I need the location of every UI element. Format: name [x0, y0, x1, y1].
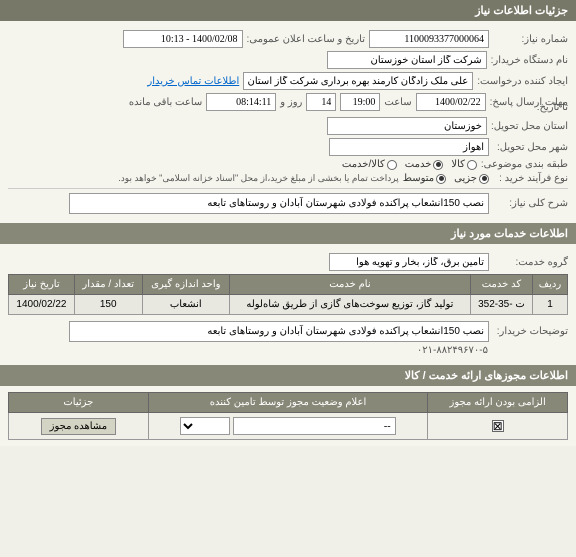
cell-row: 1	[532, 295, 567, 315]
buyer-note-label: توضیحات خریدار:	[493, 326, 568, 337]
group-input[interactable]	[329, 253, 489, 271]
desc-box: نصب 150انشعاب پراکنده فولادی شهرستان آبا…	[69, 193, 489, 214]
contact-link[interactable]: اطلاعات تماس خریدار	[147, 76, 239, 87]
col-qty: تعداد / مقدار	[74, 275, 142, 295]
header-title: جزئیات اطلاعات نیاز	[475, 5, 568, 17]
time-label: ساعت	[384, 97, 411, 108]
permit-required-checkbox[interactable]	[492, 420, 504, 432]
desc-label: شرح کلی نیاز:	[493, 198, 568, 209]
city-label: شهر محل تحویل:	[493, 142, 568, 153]
permit-details-cell: مشاهده مجوز	[9, 413, 149, 440]
pcol-status: اعلام وضعیت مجوز توسط تامین کننده	[148, 393, 428, 413]
col-code: کد خدمت	[470, 275, 532, 295]
cell-qty: 150	[74, 295, 142, 315]
proc-medium-radio[interactable]	[436, 174, 446, 184]
permit-status-select[interactable]	[180, 417, 230, 435]
proc-small-label: جزیی	[454, 173, 477, 184]
deadline-time-input[interactable]	[340, 93, 380, 111]
permit-required-cell	[428, 413, 568, 440]
city-input[interactable]	[329, 138, 489, 156]
buyer-input[interactable]	[327, 51, 487, 69]
creator-input[interactable]	[243, 72, 473, 90]
view-permit-button[interactable]: مشاهده مجوز	[41, 418, 116, 435]
cat-both-radio[interactable]	[387, 160, 397, 170]
day-label: روز و	[280, 97, 302, 108]
countdown-input[interactable]	[206, 93, 276, 111]
cell-date: 1400/02/22	[9, 295, 75, 315]
permits-table: الزامی بودن ارائه مجوز اعلام وضعیت مجوز …	[8, 392, 568, 440]
col-row: ردیف	[532, 275, 567, 295]
cat-all-label: کالا	[451, 159, 465, 170]
from-label: تا تاریخ:	[493, 102, 568, 113]
process-radio-group: جزیی متوسط	[403, 173, 489, 184]
proc-small-radio[interactable]	[479, 174, 489, 184]
permits-title: اطلاعات مجوزهای ارائه خدمت / کالا	[405, 370, 568, 382]
province-label: استان محل تحویل:	[491, 121, 568, 132]
province-input[interactable]	[327, 117, 487, 135]
permits-header: اطلاعات مجوزهای ارائه خدمت / کالا	[0, 365, 576, 386]
remain-label: ساعت باقی مانده	[129, 97, 202, 108]
permits-section: الزامی بودن ارائه مجوز اعلام وضعیت مجوز …	[0, 386, 576, 446]
permit-row: مشاهده مجوز	[9, 413, 568, 440]
cat-service-radio[interactable]	[433, 160, 443, 170]
cat-both-label: کالا/خدمت	[342, 159, 385, 170]
pcol-required: الزامی بودن ارائه مجوز	[428, 393, 568, 413]
services-table: ردیف کد خدمت نام خدمت واحد اندازه گیری ت…	[8, 274, 568, 315]
cat-all-radio[interactable]	[467, 160, 477, 170]
cell-name: تولید گاز، توزیع سوخت‌های گازی از طریق ش…	[229, 295, 470, 315]
table-row: 1 ت -35-352 تولید گاز، توزیع سوخت‌های گا…	[9, 295, 568, 315]
cell-code: ت -35-352	[470, 295, 532, 315]
buyer-label: نام دستگاه خریدار:	[491, 55, 568, 66]
category-radio-group: کالا خدمت کالا/خدمت	[342, 159, 477, 170]
days-input[interactable]	[306, 93, 336, 111]
pcol-details: جزئیات	[9, 393, 149, 413]
col-date: تاریخ نیاز	[9, 275, 75, 295]
services-section: گروه خدمت: ردیف کد خدمت نام خدمت واحد ان…	[0, 244, 576, 365]
services-title: اطلاعات خدمات مورد نیاز	[451, 228, 568, 240]
need-no-label: شماره نیاز:	[493, 34, 568, 45]
pub-date-label: تاریخ و ساعت اعلان عمومی:	[247, 34, 366, 45]
group-label: گروه خدمت:	[493, 257, 568, 268]
cat-service-label: خدمت	[405, 159, 432, 170]
permit-status-input[interactable]	[233, 417, 395, 435]
process-label: نوع فرآیند خرید :	[493, 173, 568, 184]
process-note: پرداخت تمام یا بخشی از مبلغ خرید،از محل …	[118, 173, 398, 184]
header-bar: جزئیات اطلاعات نیاز	[0, 0, 576, 21]
permit-status-cell	[148, 413, 428, 440]
info-section: شماره نیاز: تاریخ و ساعت اعلان عمومی: نا…	[0, 21, 576, 223]
proc-medium-label: متوسط	[403, 173, 434, 184]
pub-date-input[interactable]	[123, 30, 243, 48]
col-name: نام خدمت	[229, 275, 470, 295]
col-unit: واحد اندازه گیری	[142, 275, 229, 295]
need-no-input[interactable]	[369, 30, 489, 48]
creator-label: ایجاد کننده درخواست:	[477, 76, 568, 87]
services-header: اطلاعات خدمات مورد نیاز	[0, 223, 576, 244]
deadline-date-input[interactable]	[416, 93, 486, 111]
phone-text: ۰۲۱-۸۸۲۴۹۶۷۰-۵	[417, 345, 488, 356]
buyer-note-box: نصب 150انشعاب پراکنده فولادی شهرستان آبا…	[69, 321, 489, 342]
cell-unit: انشعاب	[142, 295, 229, 315]
category-label: طبقه بندی موضوعی:	[481, 159, 568, 170]
